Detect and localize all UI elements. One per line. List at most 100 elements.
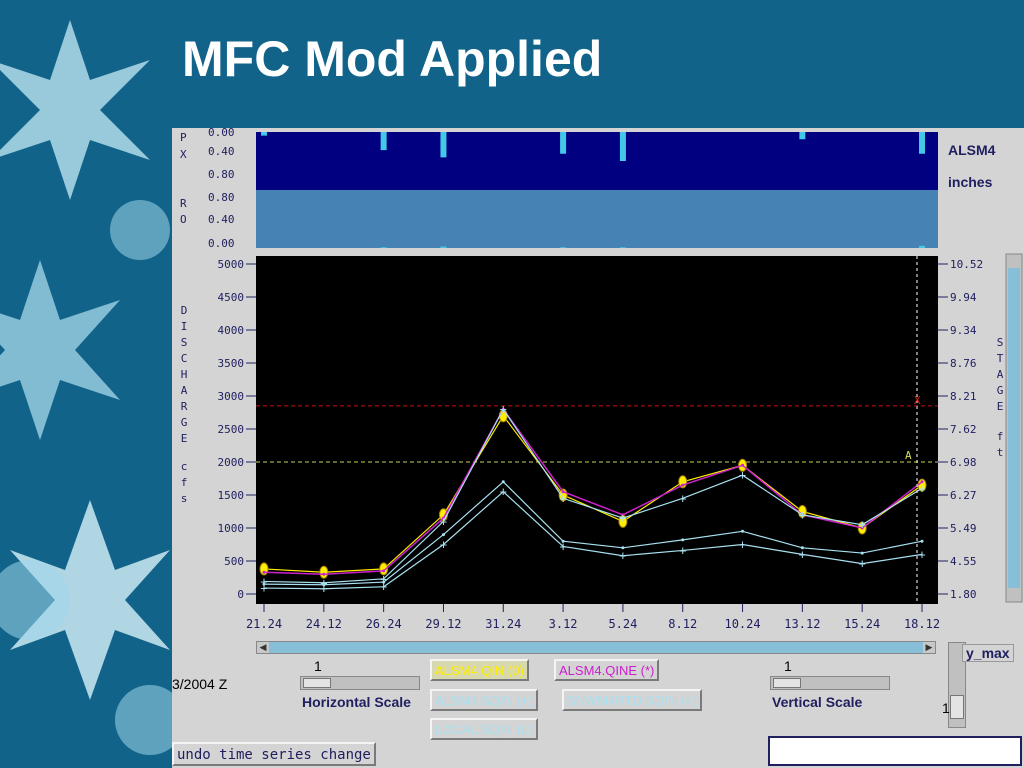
date-tick-label: 15.24 — [844, 617, 880, 631]
discharge-axis-letter: D — [181, 304, 188, 317]
legend-qine-button[interactable]: ALSM4.QINE (*) — [554, 659, 660, 681]
discharge-axis-letter: E — [181, 432, 188, 445]
date-tick-label: 5.24 — [608, 617, 637, 631]
legend-qin-button[interactable]: ALSM4.QIN (0) — [430, 659, 529, 681]
precip-bars — [261, 132, 925, 161]
precip-tick-label: 0.40 — [208, 145, 235, 158]
discharge-axis-letter: f — [181, 476, 188, 489]
stage-tick-label: 6.27 — [950, 489, 977, 502]
precip-tick-label: 0.40 — [208, 213, 235, 226]
sqin-point: + — [859, 518, 866, 532]
precip-tick-label: 0.80 — [208, 168, 235, 181]
series-point — [741, 463, 745, 467]
series-point — [621, 513, 625, 517]
discharge-axis-letter: G — [181, 416, 188, 429]
stage-axis-letter: T — [997, 352, 1004, 365]
scroll-left-arrow[interactable]: ◀ — [257, 642, 269, 653]
snowflake-icon — [0, 260, 120, 440]
stage-tick-label: 7.62 — [950, 423, 977, 436]
ro-label: R — [180, 197, 187, 210]
discharge-axis-letter: c — [181, 460, 188, 473]
sqin-point: + — [619, 511, 626, 525]
runoff-bar — [619, 247, 626, 248]
plot-area — [256, 256, 938, 604]
sqin-point: + — [440, 538, 447, 552]
series-point — [441, 533, 445, 537]
y-max-thumb[interactable] — [950, 695, 964, 719]
precip-bar — [440, 132, 447, 158]
sqin-point: + — [500, 485, 507, 499]
sqin-point: + — [440, 514, 447, 528]
date-axis: 21.24 24.12 26.24 29.12 31.24 3.12 5.24 8.12 10.… — [246, 604, 940, 631]
precip-bar — [799, 132, 806, 140]
legend-local-button[interactable]: LOCAL.SQIN (L) — [430, 718, 538, 740]
stage-tick-label: 9.94 — [950, 291, 977, 304]
station-label: ALSM4 — [948, 142, 996, 158]
stage-axis-letter: E — [997, 400, 1004, 413]
horizontal-scale-slider[interactable] — [300, 676, 420, 690]
stage-axis-letter: S — [997, 336, 1004, 349]
reference-lines — [256, 405, 938, 463]
horizontal-scale-value: 1 — [314, 658, 322, 674]
precip-bar — [919, 132, 925, 154]
legend-snwm-button[interactable]: SNWM4RTD.SQIN (=) — [562, 689, 703, 711]
sqin-point: + — [739, 538, 746, 552]
hydrograph-canvas: P X R O 0.00 0.40 0.80 0.80 0.40 0.00 ALSM4 i… — [180, 128, 1023, 631]
discharge-tick-label: 2000 — [218, 456, 245, 469]
precip-panel — [256, 132, 938, 190]
date-tick-label: 13.12 — [784, 617, 820, 631]
snowflake-icon — [10, 500, 170, 700]
discharge-axis-letter: H — [181, 368, 188, 381]
sqin-point: + — [559, 491, 566, 505]
scroll-right-arrow[interactable]: ▶ — [923, 642, 935, 653]
series-point — [621, 546, 625, 550]
discharge-axis-letter: S — [181, 336, 188, 349]
discharge-tick-label: 1000 — [218, 522, 245, 535]
px-label-2: X — [180, 148, 187, 161]
discharge-tick-label: 3000 — [218, 390, 245, 403]
discharge-tick-label: 4000 — [218, 324, 245, 337]
discharge-tick-label: 5000 — [218, 258, 245, 271]
ro-label-2: O — [180, 213, 187, 226]
stage-axis-letter: G — [997, 384, 1004, 397]
stage-tick-label: 8.21 — [950, 390, 977, 403]
series-point — [501, 480, 505, 484]
runoff-bar — [919, 245, 925, 248]
stage-axis-letter: f — [997, 430, 1004, 443]
horizontal-scale-thumb[interactable] — [303, 678, 331, 688]
discharge-axis-letter: C — [181, 352, 188, 365]
precip-ticks: 0.00 0.40 0.80 0.80 0.40 0.00 — [208, 128, 235, 250]
status-field — [768, 736, 1022, 766]
runoff-bars — [380, 245, 925, 248]
stage-tick-label: 8.76 — [950, 357, 977, 370]
vertical-scale-slider[interactable] — [770, 676, 890, 690]
series-point — [322, 572, 326, 576]
date-tick-label: 8.12 — [668, 617, 697, 631]
flood-marker: X — [914, 394, 921, 407]
stage-axis-letter: t — [997, 446, 1004, 459]
y-max-slider[interactable] — [948, 642, 966, 728]
discharge-axis-letter: I — [181, 320, 188, 333]
legend-sqin-button[interactable]: ALSM4.SQIN (+) — [430, 689, 538, 711]
y-max-value: 1 — [942, 700, 950, 716]
sqin-point: + — [260, 581, 267, 595]
discharge-tick-label: 500 — [224, 555, 244, 568]
horizontal-time-scrollbar[interactable]: ◀ ▶ — [256, 641, 936, 654]
sqin-point: + — [380, 580, 387, 594]
px-label: P — [180, 131, 187, 144]
vertical-scrollbar-track[interactable] — [1008, 268, 1020, 588]
discharge-axis-letter: A — [181, 384, 188, 397]
date-tick-label: 31.24 — [485, 617, 521, 631]
sqin-point: + — [739, 468, 746, 482]
stage-axis-letter: A — [997, 368, 1004, 381]
stage-tick-label: 4.55 — [950, 555, 977, 568]
runoff-bar — [440, 246, 447, 248]
date-tick-label: 29.12 — [425, 617, 461, 631]
series-point — [561, 490, 565, 494]
sqin-point: + — [320, 576, 327, 590]
undo-time-series-button[interactable]: undo time series change — [172, 742, 376, 766]
snowflake-icon — [0, 20, 150, 200]
vertical-scale-thumb[interactable] — [773, 678, 801, 688]
precip-bar — [560, 132, 567, 154]
